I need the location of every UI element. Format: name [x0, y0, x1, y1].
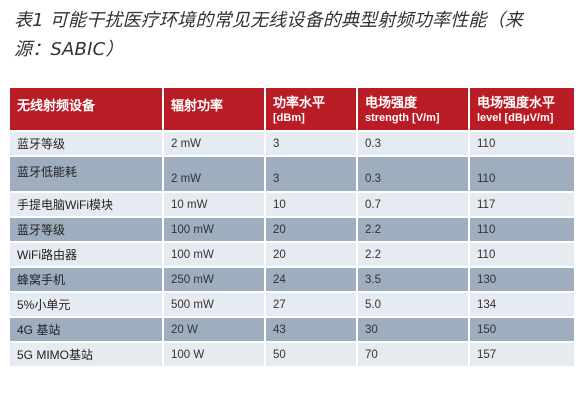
cell-level: 110: [469, 131, 574, 157]
cell-device: 蜂窝手机: [10, 267, 164, 293]
cell-level: 117: [469, 192, 574, 218]
cell-field: 70: [357, 342, 470, 368]
cell-dbm: 3: [265, 156, 358, 193]
cell-field: 3.5: [357, 267, 470, 293]
cell-device: 蓝牙等级: [10, 131, 164, 157]
cell-dbm: 24: [265, 267, 358, 293]
header-power-level-label: 功率水平: [273, 95, 326, 110]
cell-level: 110: [469, 156, 574, 193]
table-row: WiFi路由器 100 mW 20 2.2 110: [10, 242, 574, 268]
cell-power: 250 mW: [163, 267, 266, 293]
table-caption: 表1 可能干扰医疗环境的常见无线设备的典型射频功率性能（来 源：SABIC）: [14, 6, 574, 64]
cell-field: 2.2: [357, 242, 470, 268]
cell-dbm: 3: [265, 131, 358, 157]
cell-power: 2 mW: [163, 131, 266, 157]
header-field-level-unit: level [dBμV/m]: [477, 112, 554, 124]
cell-field: 30: [357, 317, 470, 343]
cell-field: 0.3: [357, 156, 470, 193]
header-field-strength-label: 电场强度: [365, 95, 418, 110]
cell-device: WiFi路由器: [10, 242, 164, 268]
cell-dbm: 27: [265, 292, 358, 318]
table-row: 5G MIMO基站 100 W 50 70 157: [10, 342, 574, 368]
cell-field: 0.7: [357, 192, 470, 218]
cell-field: 2.2: [357, 217, 470, 243]
cell-power: 100 mW: [163, 217, 266, 243]
rf-power-table: 无线射频设备 辐射功率 功率水平 [dBm] 电场强度 strength [V/…: [10, 88, 574, 368]
cell-level: 157: [469, 342, 574, 368]
caption-line-1: 表1 可能干扰医疗环境的常见无线设备的典型射频功率性能（来: [14, 10, 523, 31]
table-row: 蓝牙等级 2 mW 3 0.3 110: [10, 131, 574, 157]
header-field-strength-unit: strength [V/m]: [365, 112, 440, 124]
table-row: 4G 基站 20 W 43 30 150: [10, 317, 574, 343]
header-device: 无线射频设备: [10, 88, 164, 132]
header-field-level-label: 电场强度水平: [477, 95, 556, 110]
cell-dbm: 50: [265, 342, 358, 368]
cell-device: 手提电脑WiFi模块: [10, 192, 164, 218]
cell-dbm: 43: [265, 317, 358, 343]
cell-dbm: 10: [265, 192, 358, 218]
cell-dbm: 20: [265, 242, 358, 268]
table-row: 蓝牙等级 100 mW 20 2.2 110: [10, 217, 574, 243]
cell-level: 110: [469, 217, 574, 243]
cell-dbm: 20: [265, 217, 358, 243]
cell-level: 130: [469, 267, 574, 293]
header-field-level: 电场强度水平 level [dBμV/m]: [469, 88, 574, 132]
table-row: 蜂窝手机 250 mW 24 3.5 130: [10, 267, 574, 293]
cell-power: 100 mW: [163, 242, 266, 268]
cell-power: 20 W: [163, 317, 266, 343]
cell-device: 5G MIMO基站: [10, 342, 164, 368]
cell-device: 蓝牙低能耗: [10, 156, 164, 193]
cell-device: 蓝牙等级: [10, 217, 164, 243]
header-field-strength: 电场强度 strength [V/m]: [357, 88, 470, 132]
cell-power: 10 mW: [163, 192, 266, 218]
cell-field: 5.0: [357, 292, 470, 318]
cell-level: 110: [469, 242, 574, 268]
cell-power: 2 mW: [163, 156, 266, 193]
header-radiated-power-label: 辐射功率: [171, 98, 224, 113]
table-header-row: 无线射频设备 辐射功率 功率水平 [dBm] 电场强度 strength [V/…: [10, 88, 574, 132]
cell-field: 0.3: [357, 131, 470, 157]
cell-power: 500 mW: [163, 292, 266, 318]
caption-line-2: 源：SABIC）: [14, 39, 124, 60]
table-row: 5%小单元 500 mW 27 5.0 134: [10, 292, 574, 318]
header-power-level: 功率水平 [dBm]: [265, 88, 358, 132]
table-row: 手提电脑WiFi模块 10 mW 10 0.7 117: [10, 192, 574, 218]
cell-device: 4G 基站: [10, 317, 164, 343]
cell-level: 150: [469, 317, 574, 343]
header-radiated-power: 辐射功率: [163, 88, 266, 132]
cell-level: 134: [469, 292, 574, 318]
cell-device: 5%小单元: [10, 292, 164, 318]
header-power-level-unit: [dBm]: [273, 112, 305, 124]
table-row: 蓝牙低能耗 2 mW 3 0.3 110: [10, 156, 574, 193]
header-device-label: 无线射频设备: [17, 98, 96, 113]
cell-power: 100 W: [163, 342, 266, 368]
